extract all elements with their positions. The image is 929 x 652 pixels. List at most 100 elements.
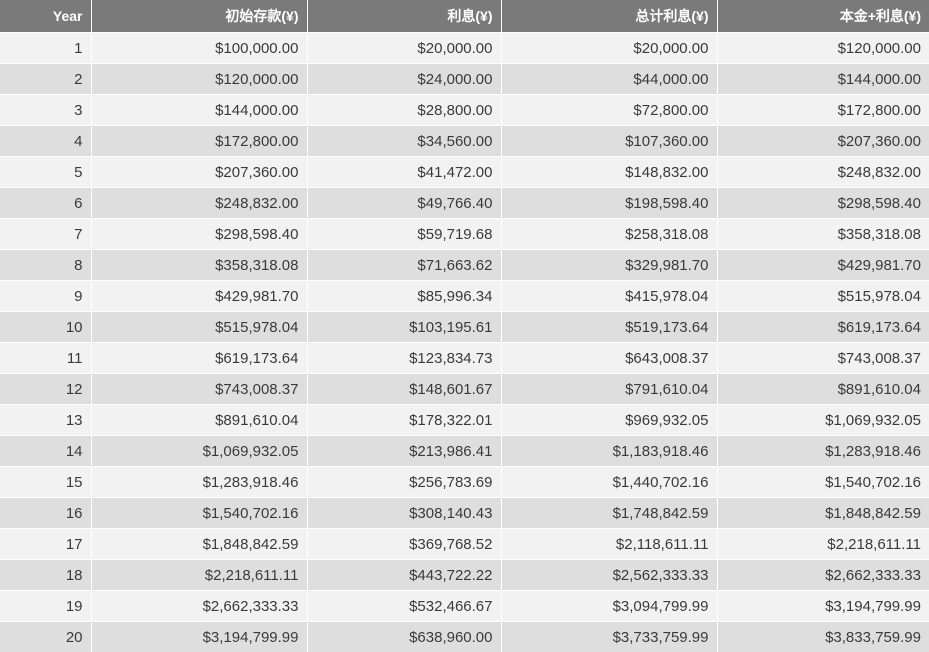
principal-plus-interest-cell: $358,318.08 <box>717 218 929 250</box>
total-interest-cell: $3,733,759.99 <box>501 621 718 652</box>
principal-plus-interest-cell: $120,000.00 <box>717 32 929 64</box>
interest-cell: $28,800.00 <box>307 94 502 126</box>
principal-plus-interest-cell: $429,981.70 <box>717 249 929 281</box>
initial-deposit-cell: $144,000.00 <box>91 94 308 126</box>
initial-deposit-cell: $298,598.40 <box>91 218 308 250</box>
table-row: 10 $515,978.04 $103,195.61 $519,173.64 $619,… <box>0 311 929 343</box>
interest-cell: $213,986.41 <box>307 435 502 467</box>
year-cell: 10 <box>0 311 92 343</box>
year-cell: 6 <box>0 187 92 219</box>
interest-cell: $59,719.68 <box>307 218 502 250</box>
header-total-interest: 总计利息(¥) <box>501 0 718 33</box>
year-cell: 18 <box>0 559 92 591</box>
total-interest-cell: $643,008.37 <box>501 342 718 374</box>
principal-plus-interest-cell: $1,069,932.05 <box>717 404 929 436</box>
table-row: 9 $429,981.70 $85,996.34 $415,978.04 $515,97… <box>0 280 929 312</box>
initial-deposit-cell: $1,540,702.16 <box>91 497 308 529</box>
interest-cell: $49,766.40 <box>307 187 502 219</box>
principal-plus-interest-cell: $248,832.00 <box>717 156 929 188</box>
table-row: 20 $3,194,799.99 $638,960.00 $3,733,759.99 $… <box>0 621 929 652</box>
initial-deposit-cell: $743,008.37 <box>91 373 308 405</box>
year-cell: 13 <box>0 404 92 436</box>
table-row: 15 $1,283,918.46 $256,783.69 $1,440,702.16 $… <box>0 466 929 498</box>
principal-plus-interest-cell: $3,194,799.99 <box>717 590 929 622</box>
principal-plus-interest-cell: $144,000.00 <box>717 63 929 95</box>
initial-deposit-cell: $429,981.70 <box>91 280 308 312</box>
total-interest-cell: $1,183,918.46 <box>501 435 718 467</box>
total-interest-cell: $791,610.04 <box>501 373 718 405</box>
initial-deposit-cell: $2,218,611.11 <box>91 559 308 591</box>
header-year: Year <box>0 0 92 33</box>
year-cell: 5 <box>0 156 92 188</box>
table-row: 16 $1,540,702.16 $308,140.43 $1,748,842.59 $… <box>0 497 929 529</box>
total-interest-cell: $148,832.00 <box>501 156 718 188</box>
principal-plus-interest-cell: $515,978.04 <box>717 280 929 312</box>
interest-cell: $24,000.00 <box>307 63 502 95</box>
interest-cell: $34,560.00 <box>307 125 502 157</box>
table-row: 17 $1,848,842.59 $369,768.52 $2,118,611.11 $… <box>0 528 929 560</box>
year-cell: 20 <box>0 621 92 652</box>
header-row: Year 初始存款(¥) 利息(¥) 总计利息(¥) 本金+利息(¥) <box>0 0 929 33</box>
year-cell: 15 <box>0 466 92 498</box>
principal-plus-interest-cell: $619,173.64 <box>717 311 929 343</box>
interest-cell: $103,195.61 <box>307 311 502 343</box>
principal-plus-interest-cell: $1,848,842.59 <box>717 497 929 529</box>
initial-deposit-cell: $2,662,333.33 <box>91 590 308 622</box>
table-row: 8 $358,318.08 $71,663.62 $329,981.70 $429,98… <box>0 249 929 281</box>
principal-plus-interest-cell: $172,800.00 <box>717 94 929 126</box>
initial-deposit-cell: $891,610.04 <box>91 404 308 436</box>
year-cell: 12 <box>0 373 92 405</box>
principal-plus-interest-cell: $2,662,333.33 <box>717 559 929 591</box>
total-interest-cell: $329,981.70 <box>501 249 718 281</box>
initial-deposit-cell: $358,318.08 <box>91 249 308 281</box>
table-header: Year 初始存款(¥) 利息(¥) 总计利息(¥) 本金+利息(¥) <box>0 0 929 33</box>
interest-cell: $443,722.22 <box>307 559 502 591</box>
interest-cell: $308,140.43 <box>307 497 502 529</box>
principal-plus-interest-cell: $1,540,702.16 <box>717 466 929 498</box>
total-interest-cell: $72,800.00 <box>501 94 718 126</box>
table-row: 18 $2,218,611.11 $443,722.22 $2,562,333.33 $… <box>0 559 929 591</box>
interest-cell: $369,768.52 <box>307 528 502 560</box>
total-interest-cell: $2,562,333.33 <box>501 559 718 591</box>
total-interest-cell: $198,598.40 <box>501 187 718 219</box>
total-interest-cell: $44,000.00 <box>501 63 718 95</box>
total-interest-cell: $1,748,842.59 <box>501 497 718 529</box>
year-cell: 4 <box>0 125 92 157</box>
initial-deposit-cell: $120,000.00 <box>91 63 308 95</box>
total-interest-cell: $3,094,799.99 <box>501 590 718 622</box>
principal-plus-interest-cell: $891,610.04 <box>717 373 929 405</box>
header-initial-deposit: 初始存款(¥) <box>91 0 308 33</box>
total-interest-cell: $415,978.04 <box>501 280 718 312</box>
total-interest-cell: $1,440,702.16 <box>501 466 718 498</box>
year-cell: 17 <box>0 528 92 560</box>
table-row: 11 $619,173.64 $123,834.73 $643,008.37 $743,… <box>0 342 929 374</box>
principal-plus-interest-cell: $1,283,918.46 <box>717 435 929 467</box>
total-interest-cell: $2,118,611.11 <box>501 528 718 560</box>
initial-deposit-cell: $3,194,799.99 <box>91 621 308 652</box>
table-row: 7 $298,598.40 $59,719.68 $258,318.08 $358,31… <box>0 218 929 250</box>
table-row: 12 $743,008.37 $148,601.67 $791,610.04 $891,… <box>0 373 929 405</box>
year-cell: 3 <box>0 94 92 126</box>
interest-cell: $178,322.01 <box>307 404 502 436</box>
total-interest-cell: $107,360.00 <box>501 125 718 157</box>
table-row: 3 $144,000.00 $28,800.00 $72,800.00 $172,800… <box>0 94 929 126</box>
table-body: 1 $100,000.00 $20,000.00 $20,000.00 $120,000… <box>0 32 929 652</box>
header-principal-plus-interest: 本金+利息(¥) <box>717 0 929 33</box>
table-row: 13 $891,610.04 $178,322.01 $969,932.05 $1,06… <box>0 404 929 436</box>
table-row: 4 $172,800.00 $34,560.00 $107,360.00 $207,36… <box>0 125 929 157</box>
interest-cell: $638,960.00 <box>307 621 502 652</box>
total-interest-cell: $969,932.05 <box>501 404 718 436</box>
header-interest: 利息(¥) <box>307 0 502 33</box>
interest-cell: $148,601.67 <box>307 373 502 405</box>
initial-deposit-cell: $1,069,932.05 <box>91 435 308 467</box>
year-cell: 14 <box>0 435 92 467</box>
interest-cell: $123,834.73 <box>307 342 502 374</box>
table-row: 5 $207,360.00 $41,472.00 $148,832.00 $248,83… <box>0 156 929 188</box>
table-row: 6 $248,832.00 $49,766.40 $198,598.40 $298,59… <box>0 187 929 219</box>
initial-deposit-cell: $172,800.00 <box>91 125 308 157</box>
initial-deposit-cell: $619,173.64 <box>91 342 308 374</box>
initial-deposit-cell: $100,000.00 <box>91 32 308 64</box>
principal-plus-interest-cell: $207,360.00 <box>717 125 929 157</box>
